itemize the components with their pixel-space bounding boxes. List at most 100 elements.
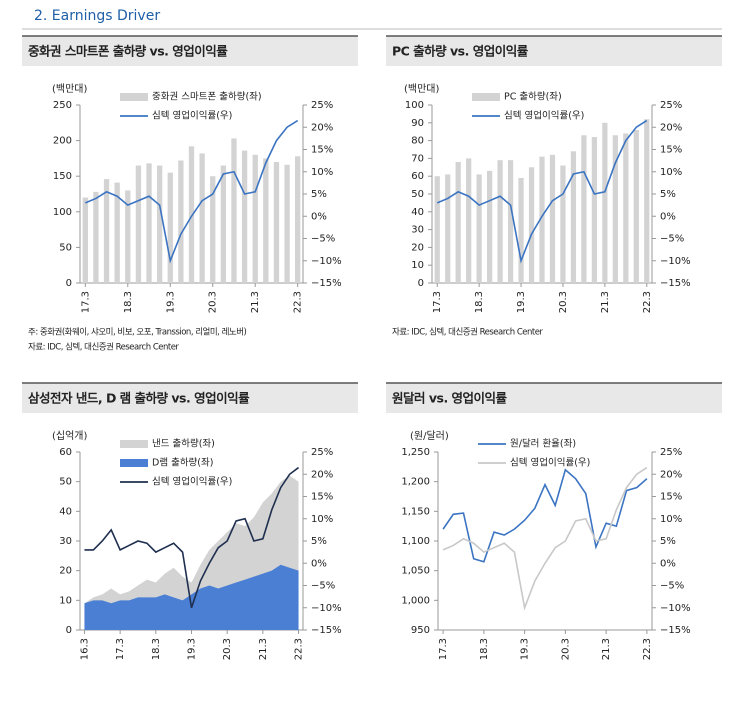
y-tick-label: 100 <box>405 100 424 111</box>
y-tick-label: 60 <box>411 171 424 182</box>
y2-tick-label: 0% <box>660 211 676 222</box>
x-tick-label: 21.3 <box>601 638 612 660</box>
line <box>442 468 648 563</box>
bar <box>263 158 269 283</box>
y-tick-label: 950 <box>411 625 430 636</box>
bar <box>103 179 110 283</box>
y-tick-label: 1,000 <box>401 595 430 606</box>
legend-label: 심텍 영업이익률(우) <box>152 476 232 488</box>
legend-swatch <box>120 93 148 101</box>
bar <box>231 138 237 283</box>
line <box>84 466 300 609</box>
bar <box>125 190 131 283</box>
bar <box>445 174 451 283</box>
y-tick-label: 40 <box>411 207 424 218</box>
panel-title-bar <box>386 36 722 66</box>
bar <box>82 197 88 283</box>
bar <box>188 146 195 283</box>
y-tick-label: 30 <box>411 225 424 236</box>
y-tick-label: 70 <box>411 153 424 164</box>
y2-tick-label: 0% <box>660 558 676 569</box>
x-tick-label: 16.3 <box>79 638 90 660</box>
y2-tick-label: −15% <box>311 625 342 636</box>
bar <box>539 156 545 283</box>
y2-tick-label: 20% <box>660 469 682 480</box>
y-tick-label: 0 <box>418 278 424 289</box>
x-tick-label: 18.3 <box>474 291 485 313</box>
legend-label: 심텍 영업이익률(우) <box>504 110 584 122</box>
y-tick-label: 20 <box>411 242 424 253</box>
y-tick-label: 90 <box>411 118 424 129</box>
x-tick-label: 22.3 <box>293 291 304 313</box>
bar <box>570 151 577 283</box>
bar <box>487 170 493 283</box>
bar <box>146 163 152 283</box>
y2-tick-label: 20% <box>660 122 682 133</box>
y-tick-label: 80 <box>411 136 424 147</box>
bar <box>241 150 248 283</box>
x-tick-label: 19.3 <box>520 638 531 660</box>
y-tick-label: 100 <box>53 207 72 218</box>
bar <box>220 165 227 283</box>
panel-title-bar <box>22 383 358 413</box>
x-tick-label: 21.3 <box>258 638 269 660</box>
bar <box>466 158 472 283</box>
bar <box>528 167 535 283</box>
x-tick-label: 19.3 <box>165 291 176 313</box>
bar <box>560 165 566 283</box>
bar <box>93 191 99 283</box>
panel-title: 중화권 스마트폰 출하량 vs. 영업이익률 <box>28 44 228 59</box>
line <box>85 119 299 264</box>
bar <box>199 153 205 283</box>
bar <box>210 176 216 283</box>
bar <box>167 172 173 283</box>
bar <box>114 182 120 283</box>
y2-tick-label: 5% <box>311 189 327 200</box>
y-tick-label: 60 <box>59 447 72 458</box>
y-tick-label: 10 <box>411 260 424 271</box>
unit-label: (십억개) <box>52 430 88 442</box>
y-tick-label: 50 <box>59 477 72 488</box>
y2-tick-label: 25% <box>311 100 333 111</box>
y2-tick-label: 15% <box>311 492 333 503</box>
unit-label: (백만대) <box>52 83 88 95</box>
legend-swatch <box>120 440 148 448</box>
source-note: 주: 중화권(화웨이, 샤오미, 비보, 오포, Transsion, 리얼미,… <box>28 327 247 338</box>
y2-tick-label: −5% <box>311 234 335 245</box>
bar <box>602 122 608 283</box>
x-tick-label: 17.3 <box>80 291 91 313</box>
panel-title: PC 출하량 vs. 영업이익률 <box>392 44 529 59</box>
y2-tick-label: −10% <box>660 603 691 614</box>
legend-label: 낸드 출하량(좌) <box>152 438 215 450</box>
bar <box>612 135 618 283</box>
y-tick-label: 1,150 <box>401 506 430 517</box>
y-tick-label: 40 <box>59 506 72 517</box>
bar <box>549 154 556 283</box>
x-tick-label: 22.3 <box>642 291 653 313</box>
bar <box>623 133 629 283</box>
panel-title-bar <box>22 36 358 66</box>
bar <box>434 176 440 283</box>
line <box>436 119 648 264</box>
y2-tick-label: −5% <box>660 234 684 245</box>
y2-tick-label: 0% <box>311 558 327 569</box>
x-tick-label: 19.3 <box>187 638 198 660</box>
x-tick-label: 22.3 <box>294 638 305 660</box>
legend-swatch <box>120 459 148 467</box>
bar <box>476 174 482 283</box>
y2-tick-label: 15% <box>660 145 682 156</box>
legend-label: D램 출하량(좌) <box>152 457 213 469</box>
y-tick-label: 50 <box>411 189 424 200</box>
y2-tick-label: −15% <box>660 278 691 289</box>
bar <box>644 119 650 284</box>
y-tick-label: 0 <box>66 278 72 289</box>
area <box>84 564 299 630</box>
y2-tick-label: −10% <box>311 603 342 614</box>
y2-tick-label: 25% <box>660 447 682 458</box>
y2-tick-label: 15% <box>311 145 333 156</box>
bar <box>497 160 503 283</box>
x-tick-label: 22.3 <box>642 638 653 660</box>
x-tick-label: 18.3 <box>151 638 162 660</box>
y-tick-label: 1,050 <box>401 566 430 577</box>
